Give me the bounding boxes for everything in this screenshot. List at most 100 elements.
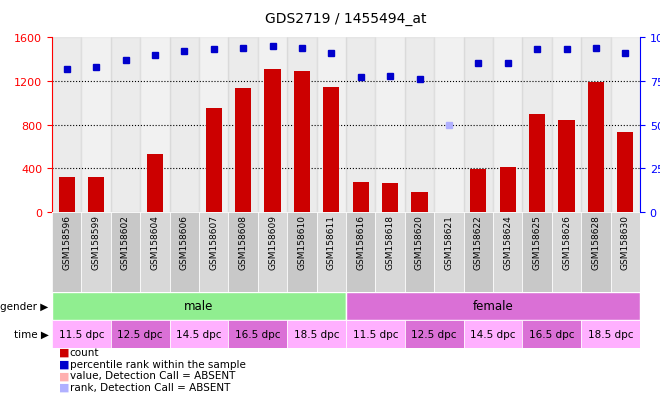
Text: 11.5 dpc: 11.5 dpc bbox=[352, 329, 398, 339]
Bar bbox=[317, 38, 346, 212]
Bar bbox=[81, 38, 111, 212]
Text: 14.5 dpc: 14.5 dpc bbox=[176, 329, 222, 339]
Bar bbox=[523, 320, 581, 348]
Bar bbox=[52, 320, 111, 348]
Bar bbox=[552, 212, 581, 292]
Bar bbox=[170, 212, 199, 292]
Bar bbox=[81, 212, 111, 292]
Bar bbox=[228, 320, 287, 348]
Bar bbox=[287, 38, 317, 212]
Bar bbox=[493, 212, 523, 292]
Text: count: count bbox=[70, 347, 99, 357]
Bar bbox=[610, 38, 640, 212]
Bar bbox=[52, 292, 346, 320]
Bar bbox=[52, 212, 81, 292]
Bar bbox=[352, 183, 369, 212]
Text: GSM158625: GSM158625 bbox=[533, 215, 542, 270]
Text: GSM158628: GSM158628 bbox=[591, 215, 601, 270]
Text: 14.5 dpc: 14.5 dpc bbox=[470, 329, 515, 339]
Text: GDS2719 / 1455494_at: GDS2719 / 1455494_at bbox=[265, 12, 427, 26]
Text: ■: ■ bbox=[59, 359, 69, 369]
Bar bbox=[470, 170, 486, 212]
Bar bbox=[170, 320, 228, 348]
Text: 11.5 dpc: 11.5 dpc bbox=[59, 329, 104, 339]
Bar bbox=[411, 192, 428, 212]
Text: GSM158602: GSM158602 bbox=[121, 215, 130, 270]
Bar bbox=[228, 38, 258, 212]
Bar bbox=[523, 38, 552, 212]
Text: GSM158599: GSM158599 bbox=[92, 215, 100, 270]
Bar bbox=[287, 212, 317, 292]
Bar bbox=[59, 178, 75, 212]
Bar bbox=[493, 38, 523, 212]
Bar bbox=[140, 212, 170, 292]
Bar bbox=[558, 121, 575, 212]
Bar bbox=[588, 83, 604, 212]
Text: 12.5 dpc: 12.5 dpc bbox=[411, 329, 457, 339]
Bar bbox=[111, 212, 140, 292]
Text: GSM158607: GSM158607 bbox=[209, 215, 218, 270]
Bar bbox=[405, 38, 434, 212]
Bar bbox=[463, 38, 493, 212]
Bar bbox=[434, 212, 463, 292]
Text: 18.5 dpc: 18.5 dpc bbox=[588, 329, 634, 339]
Bar bbox=[463, 320, 523, 348]
Bar bbox=[581, 38, 611, 212]
Bar bbox=[199, 38, 228, 212]
Bar bbox=[258, 212, 287, 292]
Bar bbox=[228, 212, 258, 292]
Bar bbox=[258, 38, 287, 212]
Bar bbox=[405, 320, 463, 348]
Bar bbox=[529, 114, 545, 212]
Text: GSM158609: GSM158609 bbox=[268, 215, 277, 270]
Text: 12.5 dpc: 12.5 dpc bbox=[117, 329, 163, 339]
Text: GSM158616: GSM158616 bbox=[356, 215, 365, 270]
Bar bbox=[140, 38, 170, 212]
Text: GSM158608: GSM158608 bbox=[239, 215, 248, 270]
Text: GSM158611: GSM158611 bbox=[327, 215, 336, 270]
Bar bbox=[346, 38, 376, 212]
Text: GSM158626: GSM158626 bbox=[562, 215, 571, 270]
Text: ■: ■ bbox=[59, 347, 69, 357]
Text: value, Detection Call = ABSENT: value, Detection Call = ABSENT bbox=[70, 370, 235, 380]
Bar bbox=[346, 320, 405, 348]
Text: 16.5 dpc: 16.5 dpc bbox=[529, 329, 575, 339]
Bar bbox=[147, 154, 163, 212]
Text: 16.5 dpc: 16.5 dpc bbox=[235, 329, 280, 339]
Text: rank, Detection Call = ABSENT: rank, Detection Call = ABSENT bbox=[70, 382, 230, 392]
Bar bbox=[317, 212, 346, 292]
Bar bbox=[500, 168, 515, 212]
Bar bbox=[405, 212, 434, 292]
Bar bbox=[376, 38, 405, 212]
Bar bbox=[346, 212, 376, 292]
Text: percentile rank within the sample: percentile rank within the sample bbox=[70, 359, 246, 369]
Bar bbox=[170, 38, 199, 212]
Text: male: male bbox=[184, 300, 214, 313]
Bar bbox=[463, 212, 493, 292]
Text: ■: ■ bbox=[59, 382, 69, 392]
Bar bbox=[610, 212, 640, 292]
Text: GSM158596: GSM158596 bbox=[62, 215, 71, 270]
Text: female: female bbox=[473, 300, 513, 313]
Text: GSM158610: GSM158610 bbox=[298, 215, 306, 270]
Bar bbox=[323, 88, 339, 212]
Bar bbox=[52, 38, 81, 212]
Text: GSM158622: GSM158622 bbox=[474, 215, 483, 270]
Bar bbox=[617, 133, 634, 212]
Bar bbox=[523, 212, 552, 292]
Text: gender ▶: gender ▶ bbox=[1, 301, 49, 311]
Bar bbox=[111, 320, 170, 348]
Text: 18.5 dpc: 18.5 dpc bbox=[294, 329, 339, 339]
Text: GSM158618: GSM158618 bbox=[385, 215, 395, 270]
Bar bbox=[581, 212, 611, 292]
Bar bbox=[206, 109, 222, 212]
Bar bbox=[376, 212, 405, 292]
Text: GSM158620: GSM158620 bbox=[415, 215, 424, 270]
Bar bbox=[294, 72, 310, 212]
Text: GSM158630: GSM158630 bbox=[621, 215, 630, 270]
Text: time ▶: time ▶ bbox=[14, 329, 49, 339]
Bar bbox=[346, 292, 640, 320]
Bar bbox=[265, 69, 280, 212]
Bar bbox=[581, 320, 640, 348]
Text: ■: ■ bbox=[59, 370, 69, 380]
